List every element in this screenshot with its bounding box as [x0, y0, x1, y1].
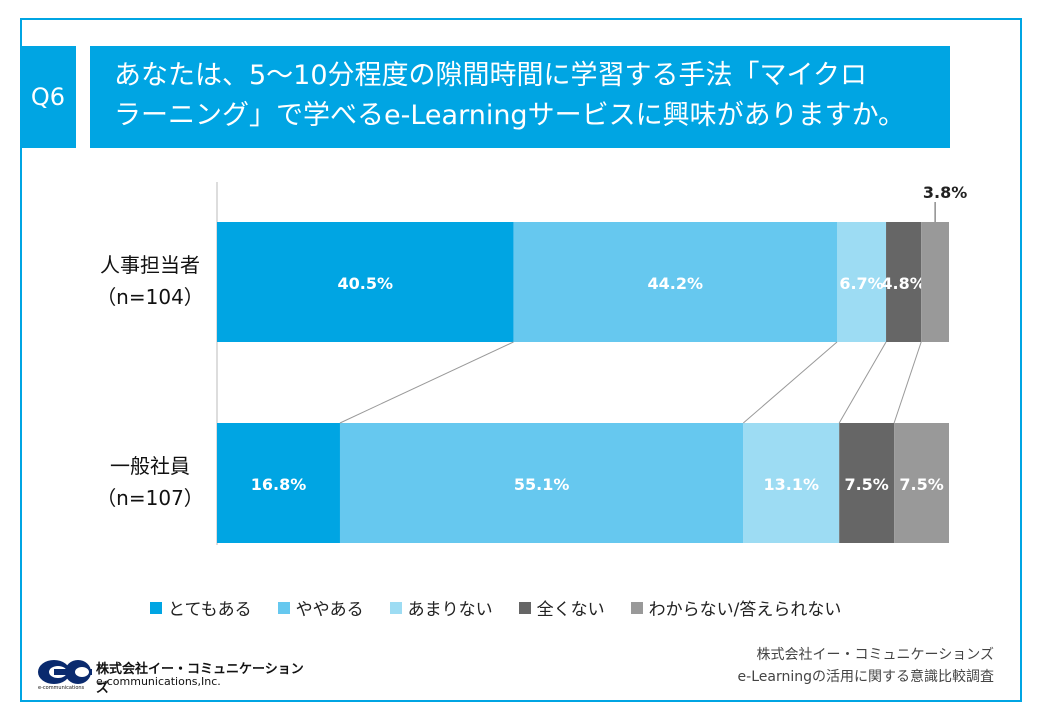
data-label: 6.7% [839, 274, 883, 293]
logo-mark-icon [38, 660, 92, 684]
connector-line [893, 341, 922, 424]
legend-swatch [277, 601, 290, 614]
legend-label: 全くない [536, 600, 605, 620]
company-logo: 株式会社イー・コミュニケーションズ e-communications,Inc. … [38, 657, 308, 696]
legend-swatch [389, 601, 402, 614]
data-label: 40.5% [337, 274, 393, 293]
source-line-1: 株式会社イー・コミュニケーションズ [756, 647, 994, 663]
legend-label: わからない/答えられない [648, 600, 842, 620]
bar-segment [837, 222, 887, 342]
legend-label: ややある [295, 600, 364, 620]
connector-line [838, 341, 887, 424]
category-n-label: （n=104） [96, 285, 204, 309]
legend-swatch [630, 601, 643, 614]
bar-segment [217, 423, 340, 543]
bar-segment [921, 222, 949, 342]
logo-small-text: e-communications [38, 685, 85, 691]
logo-name-en: e-communications,Inc. [96, 675, 221, 688]
outer-frame [20, 18, 1022, 702]
legend-item: ややある [277, 595, 364, 620]
source-line-2: e-Learningの活用に関する意識比較調査 [737, 669, 994, 685]
data-label: 3.8% [923, 183, 967, 202]
legend-swatch [518, 601, 531, 614]
chart-legend: とてもある ややある あまりない 全くない わからない/答えられない [150, 595, 910, 620]
legend-label: とてもある [168, 600, 252, 620]
bar-segment [839, 423, 895, 543]
data-label: 7.5% [899, 475, 943, 494]
legend-item: 全くない [518, 595, 605, 620]
legend-item: あまりない [389, 595, 493, 620]
question-title: あなたは、5〜10分程度の隙間時間に学習する手法「マイクロ ラーニング」で学べる… [90, 46, 950, 148]
source-note: 株式会社イー・コミュニケーションズ e-Learningの活用に関する意識比較調… [738, 644, 994, 688]
data-label: 7.5% [844, 475, 888, 494]
question-label: Q6 [20, 46, 76, 148]
bar-segment [217, 222, 514, 342]
logo-name-ja: 株式会社イー・コミュニケーションズ [96, 662, 304, 696]
data-label: 16.8% [251, 475, 307, 494]
bar-segment [339, 423, 744, 543]
legend-label: あまりない [407, 600, 493, 620]
connector-line [339, 341, 514, 424]
legend-swatch [150, 601, 162, 614]
data-label: 13.1% [763, 475, 819, 494]
bar-segment [513, 222, 838, 342]
data-label: 4.8% [881, 274, 925, 293]
bar-segment [886, 222, 922, 342]
category-label: 一般社員 [110, 454, 190, 478]
legend-item: とてもある [150, 595, 252, 620]
category-n-label: （n=107） [96, 486, 204, 510]
category-label: 人事担当者 [100, 253, 200, 277]
connector-line [742, 341, 838, 424]
data-label: 44.2% [647, 274, 703, 293]
bar-segment [743, 423, 840, 543]
legend-item: わからない/答えられない [630, 595, 842, 620]
data-label: 55.1% [514, 475, 570, 494]
bar-segment [894, 423, 949, 543]
